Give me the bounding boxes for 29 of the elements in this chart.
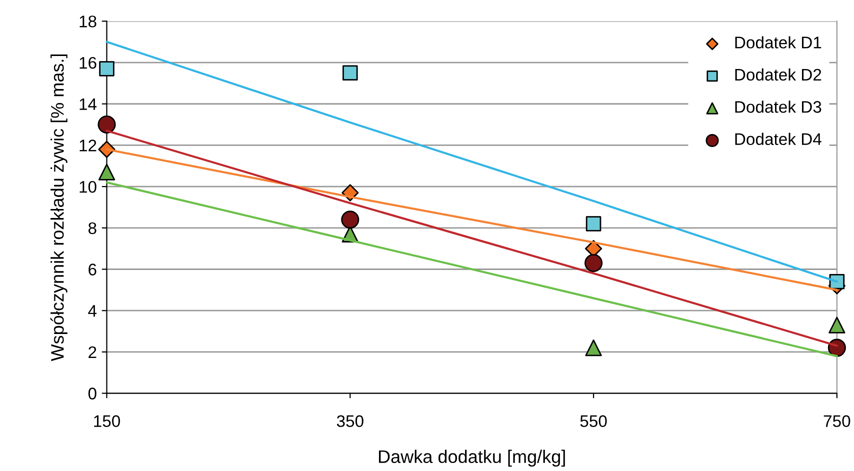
x-axis-title: Dawka dodatku [mg/kg] <box>378 450 565 467</box>
legend-label: Dodatek D1 <box>735 36 822 48</box>
y-tick-label: 8 <box>88 222 96 234</box>
y-tick-label: 6 <box>88 264 96 276</box>
point <box>828 316 846 334</box>
y-tick-label: 2 <box>88 346 96 358</box>
y-tick-label: 0 <box>88 388 96 400</box>
y-tick-label: 14 <box>80 98 97 110</box>
y-axis-title: Współczynnik rozkładu żywic [% mas.] <box>50 54 68 362</box>
x-tick-label: 350 <box>336 415 364 428</box>
legend-label: Dodatek D4 <box>735 132 822 146</box>
x-tick-label: 150 <box>94 415 120 428</box>
x-tick-label: 750 <box>824 415 850 428</box>
legend-label: Dodatek D3 <box>735 100 822 113</box>
y-tick-label: 10 <box>80 180 96 193</box>
point <box>99 61 114 76</box>
point <box>342 65 358 81</box>
point <box>98 116 116 134</box>
y-tick-label: 12 <box>80 140 96 152</box>
y-tick-label: 4 <box>88 305 97 317</box>
point <box>585 339 602 356</box>
point <box>341 210 360 229</box>
point <box>98 164 116 180</box>
y-tick-label: 18 <box>80 16 96 28</box>
x-tick-label: 550 <box>580 415 607 428</box>
y-tick-label: 16 <box>80 56 96 69</box>
point <box>586 216 602 232</box>
point <box>584 254 603 272</box>
legend-label: Dodatek D2 <box>735 68 822 81</box>
